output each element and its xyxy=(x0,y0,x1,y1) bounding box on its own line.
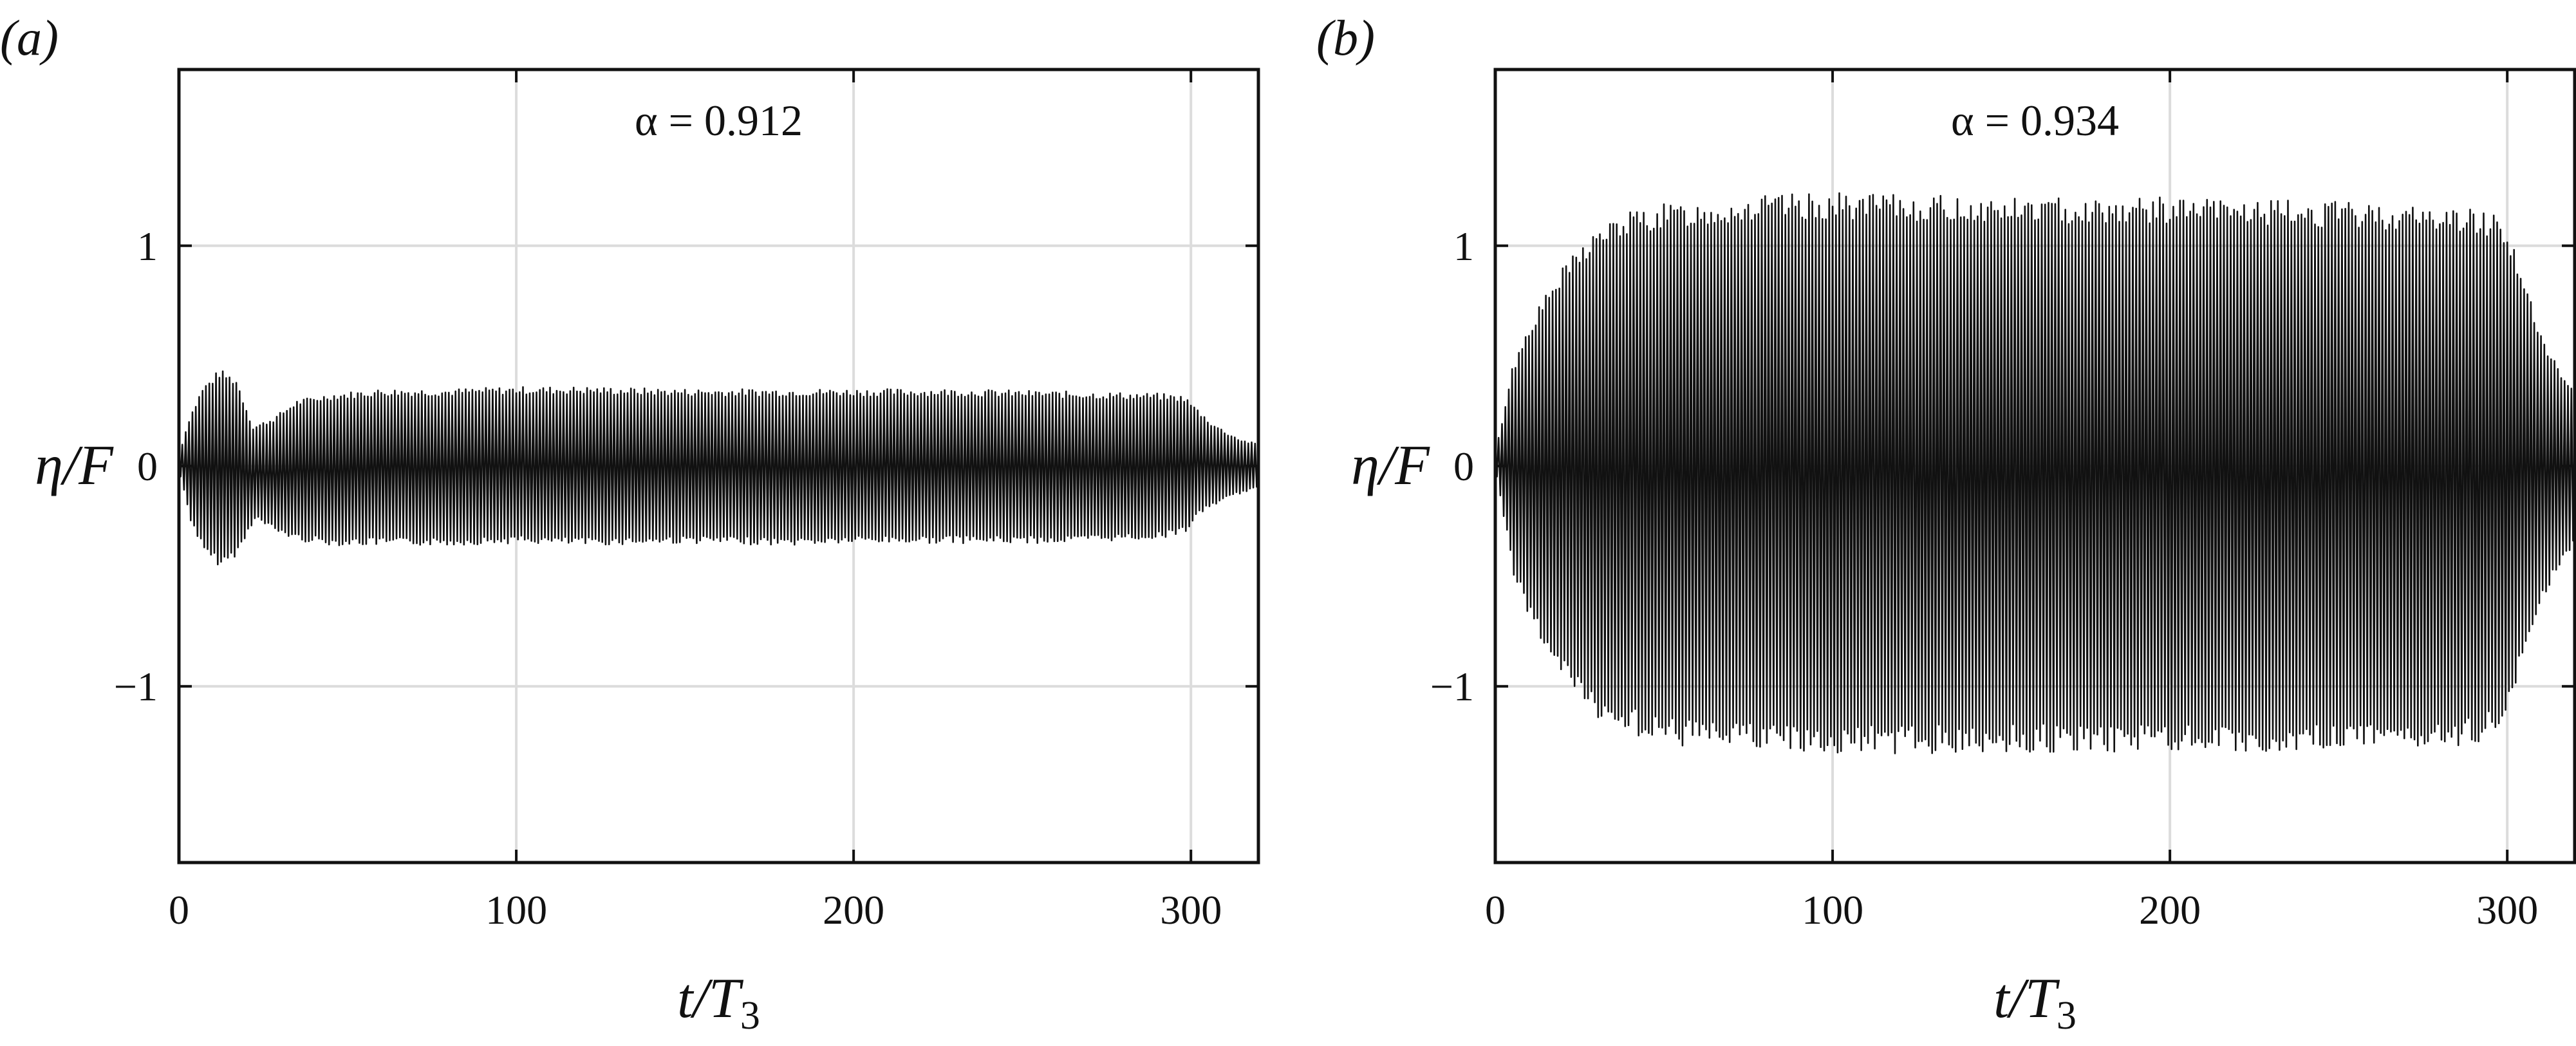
alpha-annotation: α = 0.912 xyxy=(635,96,803,145)
panel-label: (b) xyxy=(1316,10,1375,66)
x-axis-label-main: t/T xyxy=(1993,967,2060,1030)
x-tick-label: 300 xyxy=(2476,887,2538,933)
y-tick-label: 0 xyxy=(137,444,158,489)
y-tick-label: 1 xyxy=(137,223,158,269)
x-tick-label: 100 xyxy=(1802,887,1863,933)
signal-trace xyxy=(179,370,1258,566)
panel-label: (a) xyxy=(0,10,59,66)
x-axis-label: t/T3 xyxy=(1993,967,2077,1038)
x-tick-label: 0 xyxy=(169,887,189,933)
chart-panel-b: 0 100 200 300 −1 0 1 (b) α = 0.934 η/F t/T3 xyxy=(1316,10,2576,1038)
signal-trace xyxy=(1495,192,2575,754)
x-tick-label: 100 xyxy=(485,887,547,933)
alpha-annotation: α = 0.934 xyxy=(1951,96,2119,145)
x-tick-label: 200 xyxy=(2139,887,2201,933)
y-axis-label: η/F xyxy=(35,434,114,497)
chart-panel-a: 0 100 200 300 −1 0 1 (a) α = 0.912 η/F t/T3 xyxy=(0,10,1260,1038)
x-axis-label: t/T3 xyxy=(677,967,760,1038)
x-tick-label: 200 xyxy=(823,887,884,933)
x-axis-label-subscript: 3 xyxy=(2057,994,2077,1038)
x-axis-label-main: t/T xyxy=(677,967,744,1030)
x-tick-label: 0 xyxy=(1485,887,1506,933)
y-tick-label: −1 xyxy=(114,664,158,709)
y-tick-label: −1 xyxy=(1430,664,1474,709)
y-tick-label: 1 xyxy=(1453,223,1474,269)
y-axis-label: η/F xyxy=(1351,434,1430,497)
x-axis-label-subscript: 3 xyxy=(740,994,760,1038)
x-tick-label: 300 xyxy=(1160,887,1222,933)
y-tick-label: 0 xyxy=(1453,444,1474,489)
